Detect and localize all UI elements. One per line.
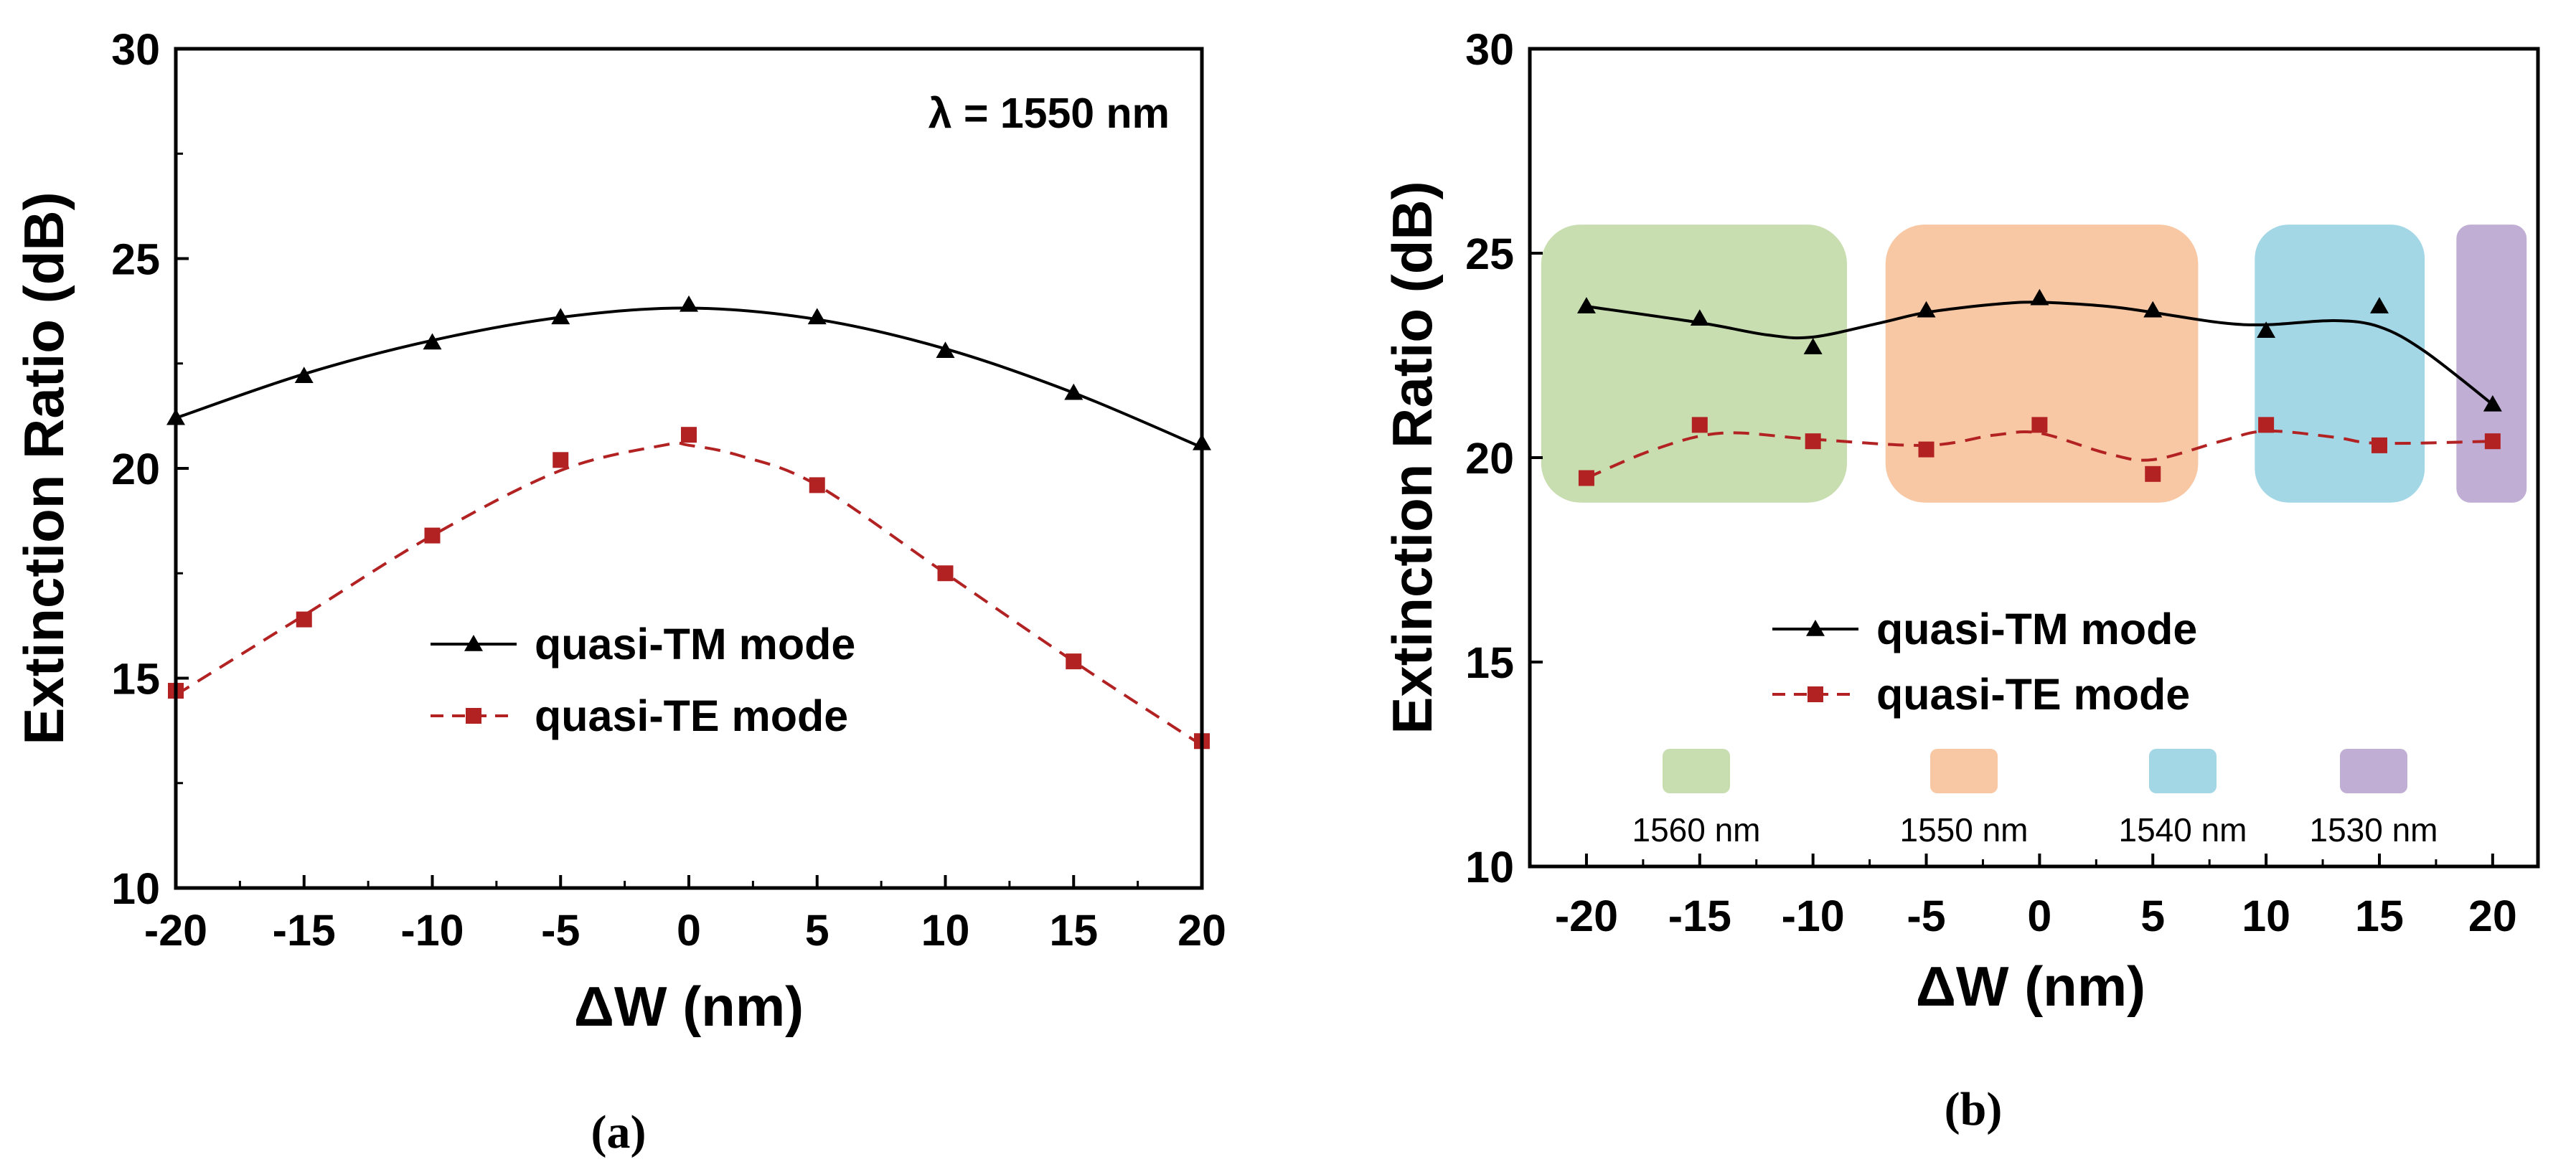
x-tick-label-0: -20	[1555, 892, 1618, 940]
series-line-te	[176, 441, 1202, 747]
data-point-tm-8	[2483, 394, 2502, 412]
data-point-tm-4	[2030, 288, 2049, 306]
data-point-te-7	[2371, 437, 2387, 453]
y-axis-title-a: Extinction Ratio (dB)	[12, 192, 75, 745]
x-tick-label-2: -10	[400, 906, 464, 955]
x-tick-label-0: -20	[144, 906, 207, 955]
data-point-te-0	[1578, 470, 1594, 486]
x-tick-label-1: -15	[273, 906, 336, 955]
x-tick-label-7: 15	[1049, 906, 1098, 955]
data-point-te-3	[1918, 441, 1935, 458]
x-tick-label-4: 0	[677, 906, 701, 955]
panel-label-a: (a)	[591, 1106, 647, 1158]
legend-label-tm: quasi-TM mode	[535, 620, 855, 668]
x-tick-label-3: -5	[1907, 892, 1945, 940]
data-point-tm-0	[1576, 297, 1596, 313]
legend-marker-te	[1808, 686, 1823, 702]
data-point-te-1	[296, 611, 312, 628]
legend-label-te: quasi-TE mode	[1876, 670, 2190, 719]
chart-panel-b: -20 -15 -10 -5 0 5 10 15 20 10 15 20 25 30 quasi-TM m…	[1381, 25, 2540, 1135]
x-tick-label-5: 5	[805, 906, 829, 955]
x-tick-label-7: 15	[2355, 892, 2404, 940]
legend-marker-tm	[464, 635, 483, 651]
band-legend-swatch-3	[2340, 749, 2407, 793]
data-point-tm-4	[680, 295, 698, 312]
x-tick-label-3: -5	[541, 906, 580, 955]
x-tick-label-6: 10	[921, 906, 970, 955]
y-axis-title-b: Extinction Ratio (dB)	[1381, 181, 1444, 734]
plot-frame-a	[174, 47, 1204, 890]
data-point-te-6	[937, 565, 954, 582]
series-line-tm	[176, 306, 1202, 449]
x-axis-title-a: ΔW (nm)	[574, 975, 804, 1038]
data-point-te-4	[2031, 417, 2048, 433]
series-line-tm	[1586, 301, 2494, 406]
x-tick-label-2: -10	[1782, 892, 1845, 940]
data-point-tm-6	[2257, 321, 2276, 339]
data-point-tm-2	[423, 333, 442, 350]
x-tick-label-8: 20	[1177, 906, 1226, 955]
data-point-te-5	[809, 477, 825, 493]
legend-label-te: quasi-TE mode	[535, 691, 848, 740]
x-tick-label-4: 0	[2027, 892, 2051, 940]
data-point-te-8	[2484, 433, 2501, 450]
data-point-tm-1	[1690, 309, 1709, 326]
band-legend-swatch-2	[2149, 749, 2217, 793]
x-tick-label-6: 10	[2242, 892, 2290, 940]
data-point-te-4	[681, 427, 697, 443]
y-tick-label-4: 30	[1465, 25, 1514, 74]
wavelength-band-1	[1885, 225, 2199, 503]
data-point-te-1	[1691, 417, 1708, 433]
data-point-tm-5	[807, 308, 827, 325]
wavelength-band-2	[2255, 225, 2425, 503]
data-point-tm-3	[551, 308, 570, 325]
data-point-tm-5	[2143, 301, 2163, 318]
band-legend-label-1: 1550 nm	[1899, 811, 2028, 849]
data-point-te-5	[2145, 466, 2161, 482]
band-legend-label-2: 1540 nm	[2118, 811, 2247, 849]
wavelength-band-0	[1541, 225, 1848, 503]
chart-panel-a: -20 -15 -10 -5 0 5 10 15 20 10 15 20 25 30 quasi-TM m…	[12, 25, 1226, 1158]
data-point-tm-7	[2369, 297, 2389, 313]
wavelength-band-3	[2456, 225, 2527, 503]
y-tick-label-3: 25	[111, 235, 160, 284]
band-legend-label-0: 1560 nm	[1632, 811, 1760, 849]
x-tick-label-1: -15	[1668, 892, 1731, 940]
legend-marker-te	[466, 708, 481, 724]
y-tick-label-2: 20	[111, 445, 160, 493]
x-axis-title-b: ΔW (nm)	[1916, 955, 2145, 1018]
data-point-tm-1	[294, 367, 314, 384]
data-point-te-3	[553, 452, 569, 468]
y-tick-label-4: 30	[111, 25, 160, 74]
y-tick-label-2: 20	[1465, 434, 1514, 483]
legend-label-tm: quasi-TM mode	[1876, 605, 2197, 653]
x-tick-label-8: 20	[2468, 892, 2517, 940]
y-tick-label-3: 25	[1465, 230, 1514, 278]
data-point-tm-7	[1064, 383, 1083, 400]
data-point-te-7	[1066, 653, 1082, 670]
data-point-te-2	[424, 527, 441, 544]
data-point-te-6	[2258, 417, 2275, 433]
series-line-te	[1586, 429, 2493, 480]
y-tick-label-0: 10	[111, 864, 160, 913]
x-tick-label-5: 5	[2140, 892, 2165, 940]
data-point-tm-3	[1917, 301, 1936, 318]
wavelength-annotation: λ = 1550 nm	[929, 90, 1170, 137]
panel-label-b: (b)	[1945, 1083, 2003, 1135]
band-legend-swatch-0	[1663, 749, 1730, 793]
data-point-te-2	[1805, 433, 1821, 450]
y-tick-label-0: 10	[1465, 843, 1514, 892]
band-legend-label-3: 1530 nm	[2309, 811, 2438, 849]
data-point-tm-2	[1803, 338, 1823, 354]
y-tick-label-1: 15	[1465, 638, 1514, 687]
data-point-tm-6	[936, 341, 955, 358]
y-tick-label-1: 15	[111, 655, 160, 704]
band-legend-swatch-1	[1930, 749, 1998, 793]
legend-marker-tm	[1806, 620, 1825, 636]
